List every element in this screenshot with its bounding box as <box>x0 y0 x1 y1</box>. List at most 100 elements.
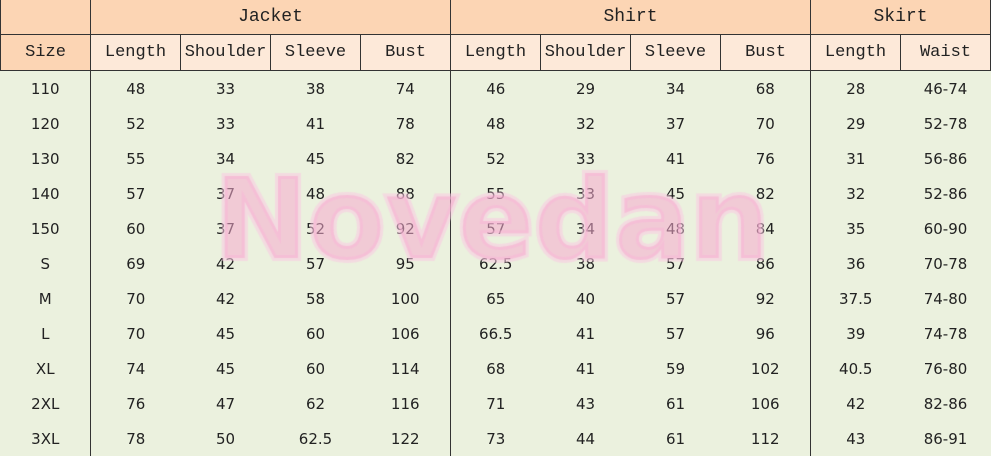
value-cell: 74 <box>90 351 181 386</box>
table-row: 2XL 76 47 62 116 71 43 61 106 42 82-86 <box>0 386 991 421</box>
value-cell: 70-78 <box>900 246 991 281</box>
column-header: Shoulder <box>180 34 271 71</box>
size-cell: 140 <box>0 176 91 211</box>
value-cell: 41 <box>540 351 631 386</box>
value-cell: 102 <box>720 351 811 386</box>
table-row: XL 74 45 60 114 68 41 59 102 40.5 76-80 <box>0 351 991 386</box>
value-cell: 56-86 <box>900 141 991 176</box>
group-jacket: Jacket <box>90 0 451 35</box>
value-cell: 57 <box>450 211 541 246</box>
size-cell: 120 <box>0 106 91 141</box>
size-cell: 110 <box>0 70 91 106</box>
value-cell: 82 <box>720 176 811 211</box>
value-cell: 61 <box>630 421 721 456</box>
value-cell: 42 <box>180 281 271 316</box>
group-skirt: Skirt <box>810 0 991 35</box>
value-cell: 65 <box>450 281 541 316</box>
table-row: 3XL 78 50 62.5 122 73 44 61 112 43 86-91 <box>0 421 991 456</box>
size-cell: M <box>0 281 91 316</box>
size-cell: XL <box>0 351 91 386</box>
value-cell: 43 <box>810 421 901 456</box>
table-row: 130 55 34 45 82 52 33 41 76 31 56-86 <box>0 141 991 176</box>
value-cell: 34 <box>540 211 631 246</box>
value-cell: 46 <box>450 70 541 106</box>
size-cell: 130 <box>0 141 91 176</box>
value-cell: 92 <box>360 211 451 246</box>
value-cell: 52 <box>450 141 541 176</box>
value-cell: 76-80 <box>900 351 991 386</box>
value-cell: 41 <box>540 316 631 351</box>
value-cell: 74 <box>360 70 451 106</box>
value-cell: 41 <box>630 141 721 176</box>
group-shirt: Shirt <box>450 0 811 35</box>
column-header: Waist <box>900 34 991 71</box>
value-cell: 57 <box>90 176 181 211</box>
value-cell: 47 <box>180 386 271 421</box>
column-header: Sleeve <box>270 34 361 71</box>
size-cell: S <box>0 246 91 281</box>
value-cell: 34 <box>630 70 721 106</box>
value-cell: 37 <box>630 106 721 141</box>
size-cell: 3XL <box>0 421 91 456</box>
value-cell: 116 <box>360 386 451 421</box>
value-cell: 74-78 <box>900 316 991 351</box>
value-cell: 59 <box>630 351 721 386</box>
value-cell: 39 <box>810 316 901 351</box>
value-cell: 52 <box>90 106 181 141</box>
value-cell: 37 <box>180 211 271 246</box>
value-cell: 45 <box>630 176 721 211</box>
value-cell: 73 <box>450 421 541 456</box>
value-cell: 29 <box>540 70 631 106</box>
value-cell: 32 <box>540 106 631 141</box>
value-cell: 69 <box>90 246 181 281</box>
value-cell: 46-74 <box>900 70 991 106</box>
value-cell: 40 <box>540 281 631 316</box>
value-cell: 48 <box>450 106 541 141</box>
value-cell: 86 <box>720 246 811 281</box>
table-row: 110 48 33 38 74 46 29 34 68 28 46-74 <box>0 70 991 106</box>
value-cell: 33 <box>180 70 271 106</box>
value-cell: 82-86 <box>900 386 991 421</box>
table-row: L 70 45 60 106 66.5 41 57 96 39 74-78 <box>0 316 991 351</box>
value-cell: 68 <box>720 70 811 106</box>
value-cell: 112 <box>720 421 811 456</box>
value-cell: 70 <box>90 281 181 316</box>
value-cell: 42 <box>810 386 901 421</box>
value-cell: 68 <box>450 351 541 386</box>
table-row: 150 60 37 52 92 57 34 48 84 35 60-90 <box>0 211 991 246</box>
value-cell: 95 <box>360 246 451 281</box>
value-cell: 62 <box>270 386 361 421</box>
value-cell: 38 <box>540 246 631 281</box>
value-cell: 38 <box>270 70 361 106</box>
column-header: Bust <box>720 34 811 71</box>
value-cell: 70 <box>90 316 181 351</box>
value-cell: 31 <box>810 141 901 176</box>
value-cell: 82 <box>360 141 451 176</box>
value-cell: 35 <box>810 211 901 246</box>
value-cell: 78 <box>90 421 181 456</box>
value-cell: 33 <box>540 141 631 176</box>
value-cell: 52-78 <box>900 106 991 141</box>
column-header: Bust <box>360 34 451 71</box>
value-cell: 62.5 <box>450 246 541 281</box>
value-cell: 76 <box>720 141 811 176</box>
value-cell: 70 <box>720 106 811 141</box>
value-cell: 45 <box>180 351 271 386</box>
column-header-row: Size Length Shoulder Sleeve Bust Length Should… <box>0 34 991 71</box>
value-cell: 48 <box>630 211 721 246</box>
value-cell: 42 <box>180 246 271 281</box>
value-cell: 33 <box>180 106 271 141</box>
value-cell: 41 <box>270 106 361 141</box>
value-cell: 66.5 <box>450 316 541 351</box>
value-cell: 60-90 <box>900 211 991 246</box>
value-cell: 34 <box>180 141 271 176</box>
value-cell: 76 <box>90 386 181 421</box>
value-cell: 57 <box>630 316 721 351</box>
value-cell: 114 <box>360 351 451 386</box>
value-cell: 37.5 <box>810 281 901 316</box>
value-cell: 37 <box>180 176 271 211</box>
column-header: Shoulder <box>540 34 631 71</box>
value-cell: 40.5 <box>810 351 901 386</box>
size-cell: L <box>0 316 91 351</box>
group-header-row: Jacket Shirt Skirt <box>0 0 991 35</box>
